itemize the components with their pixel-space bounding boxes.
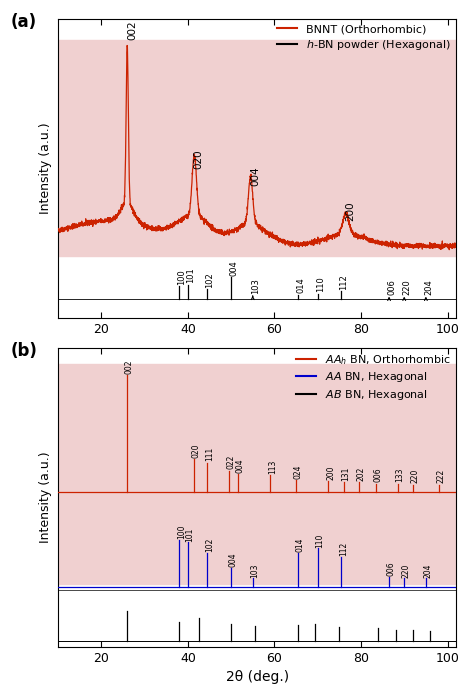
Text: 220: 220 (402, 563, 411, 577)
Text: 014: 014 (296, 278, 305, 293)
Text: 020: 020 (192, 443, 201, 458)
X-axis label: 2θ (deg.): 2θ (deg.) (226, 670, 289, 684)
Text: 202: 202 (356, 467, 365, 481)
Text: 112: 112 (339, 274, 348, 290)
Text: 014: 014 (296, 537, 305, 552)
Text: 020: 020 (194, 149, 204, 170)
Text: 220: 220 (402, 279, 411, 295)
Text: 004: 004 (235, 458, 244, 473)
Text: 110: 110 (316, 276, 325, 292)
Text: 112: 112 (339, 542, 348, 556)
Text: 006: 006 (387, 279, 396, 295)
Text: 103: 103 (250, 563, 259, 577)
Text: 102: 102 (205, 537, 214, 552)
Y-axis label: Intensity (a.u.): Intensity (a.u.) (39, 123, 53, 214)
Text: 200: 200 (326, 466, 335, 480)
Y-axis label: Intensity (a.u.): Intensity (a.u.) (39, 452, 53, 543)
Text: 133: 133 (395, 468, 404, 482)
Text: 113: 113 (268, 460, 277, 474)
Text: 102: 102 (205, 272, 214, 288)
Legend: BNNT (Orthorhombic), $h$-BN powder (Hexagonal): BNNT (Orthorhombic), $h$-BN powder (Hexa… (277, 24, 451, 52)
Text: 220: 220 (410, 469, 419, 483)
Text: 204: 204 (424, 279, 433, 295)
Bar (58, 364, 456, 584)
Text: 002: 002 (125, 359, 134, 374)
Text: 004: 004 (250, 166, 260, 186)
Text: 006: 006 (387, 561, 396, 576)
Text: 022: 022 (227, 455, 236, 469)
Text: 131: 131 (341, 467, 350, 481)
Text: 204: 204 (424, 563, 433, 577)
Bar (58, 40, 456, 256)
Text: 103: 103 (251, 279, 260, 295)
Text: 222: 222 (437, 469, 446, 483)
Text: (a): (a) (10, 13, 36, 31)
Text: 002: 002 (128, 20, 137, 40)
Text: 101: 101 (185, 527, 194, 542)
Legend: $AA_h$ BN, Orthorhombic, $AA$ BN, Hexagonal, $AB$ BN, Hexagonal: $AA_h$ BN, Orthorhombic, $AA$ BN, Hexago… (296, 353, 451, 401)
Text: 100: 100 (177, 525, 186, 539)
Text: 111: 111 (205, 447, 214, 461)
Text: 100: 100 (177, 269, 186, 285)
Text: 024: 024 (294, 464, 303, 479)
Text: 200: 200 (345, 202, 355, 221)
Text: 006: 006 (374, 468, 383, 482)
Text: 004: 004 (229, 260, 238, 276)
Text: (b): (b) (10, 341, 37, 359)
Text: 004: 004 (229, 553, 238, 567)
Text: 101: 101 (186, 267, 195, 283)
Text: 110: 110 (315, 533, 324, 548)
